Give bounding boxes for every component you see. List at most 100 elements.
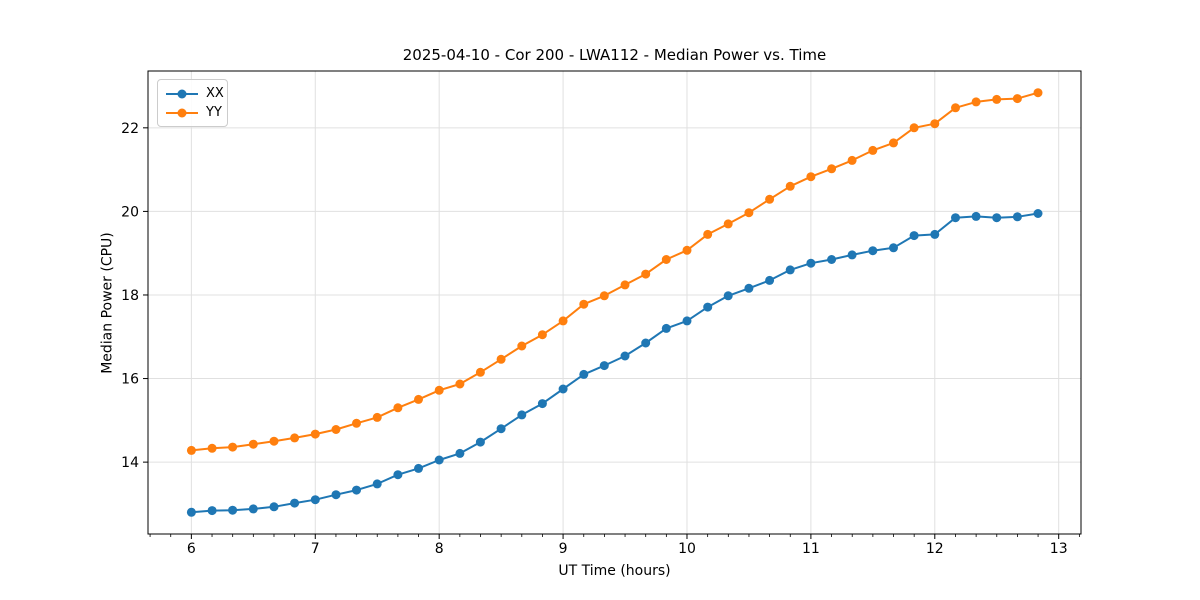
y-tick-label: 14 — [121, 455, 139, 471]
data-point-yy — [269, 436, 279, 446]
data-point-yy — [290, 433, 300, 443]
data-point-xx — [579, 369, 589, 379]
x-tick-label: 6 — [187, 541, 196, 557]
data-point-xx — [1033, 209, 1043, 218]
data-point-xx — [496, 424, 506, 434]
data-point-xx — [414, 463, 423, 473]
data-point-yy — [186, 445, 196, 455]
data-point-yy — [847, 155, 857, 165]
data-point-xx — [290, 498, 300, 508]
y-tick-label: 18 — [121, 288, 139, 304]
data-point-yy — [992, 94, 1002, 104]
data-point-yy — [765, 194, 775, 204]
data-point-xx — [641, 338, 651, 348]
data-point-yy — [331, 425, 341, 434]
data-point-yy — [930, 119, 940, 129]
y-tick-label: 20 — [121, 204, 139, 220]
series-line-xx — [190, 212, 1039, 514]
data-point-yy — [703, 229, 713, 239]
data-point-xx — [909, 231, 919, 241]
data-point-yy — [414, 394, 423, 404]
data-point-yy — [744, 208, 754, 218]
data-point-xx — [475, 437, 485, 447]
data-point-yy — [207, 443, 217, 453]
data-point-xx — [806, 258, 816, 268]
legend-entry-xx: XX — [165, 84, 224, 103]
data-point-xx — [971, 211, 981, 221]
chart-title: 2025-04-10 - Cor 200 - LWA112 - Median P… — [402, 46, 827, 64]
data-point-yy — [248, 439, 258, 449]
data-point-yy — [455, 379, 465, 389]
data-point-xx — [1012, 212, 1022, 222]
data-point-yy — [372, 412, 382, 422]
data-point-yy — [393, 403, 403, 413]
legend-line-marker-icon — [166, 108, 198, 117]
data-point-xx — [827, 255, 837, 264]
data-point-yy — [475, 367, 485, 377]
x-tick-label: 13 — [1050, 541, 1068, 557]
data-point-yy — [558, 316, 568, 326]
y-tick-label: 22 — [121, 121, 139, 137]
data-point-xx — [455, 448, 465, 458]
data-point-yy — [971, 97, 981, 107]
data-point-xx — [992, 213, 1002, 223]
data-point-yy — [599, 291, 609, 301]
data-point-xx — [868, 246, 878, 256]
data-point-xx — [372, 479, 382, 489]
data-point-xx — [331, 490, 341, 500]
data-point-xx — [228, 505, 238, 515]
data-point-yy — [537, 330, 547, 340]
data-point-yy — [579, 299, 589, 309]
data-point-xx — [620, 351, 630, 361]
data-point-xx — [951, 213, 960, 223]
data-point-xx — [723, 291, 733, 301]
series-line-yy — [190, 91, 1039, 452]
x-tick-label: 10 — [678, 541, 696, 557]
data-point-xx — [703, 302, 713, 312]
data-point-xx — [186, 507, 196, 517]
legend: XX YY — [157, 79, 228, 127]
data-point-yy — [228, 442, 238, 452]
data-point-yy — [1012, 94, 1022, 104]
x-tick-label: 8 — [435, 541, 444, 557]
data-point-xx — [352, 485, 361, 495]
data-point-xx — [269, 502, 279, 512]
data-point-xx — [682, 316, 692, 326]
data-point-yy — [951, 103, 960, 113]
data-point-yy — [310, 429, 320, 439]
data-point-xx — [517, 410, 527, 420]
data-point-xx — [765, 275, 775, 285]
data-point-yy — [517, 341, 527, 351]
legend-line-marker-icon — [166, 89, 198, 98]
data-point-yy — [909, 123, 919, 133]
data-point-xx — [889, 243, 898, 253]
data-point-xx — [310, 495, 320, 505]
data-point-xx — [393, 470, 403, 480]
x-axis-label: UT Time (hours) — [558, 563, 671, 579]
data-point-yy — [806, 172, 816, 182]
legend-entry-yy: YY — [165, 103, 222, 122]
data-point-xx — [599, 361, 609, 371]
data-point-yy — [682, 245, 692, 255]
data-point-yy — [1033, 88, 1043, 98]
data-point-xx — [558, 384, 568, 394]
data-point-yy — [827, 164, 837, 174]
data-point-xx — [847, 250, 857, 260]
y-axis-label: Median Power (CPU) — [99, 232, 116, 374]
data-point-xx — [930, 229, 940, 239]
data-point-xx — [785, 265, 795, 275]
data-point-yy — [723, 219, 733, 229]
data-point-xx — [207, 506, 217, 516]
data-point-xx — [537, 399, 547, 409]
data-point-yy — [889, 138, 898, 148]
x-tick-label: 12 — [926, 541, 944, 557]
data-point-xx — [744, 283, 754, 293]
data-point-yy — [352, 418, 361, 428]
data-point-yy — [620, 280, 630, 290]
data-point-xx — [661, 323, 671, 333]
x-tick-label: 9 — [559, 541, 568, 557]
y-tick-label: 16 — [121, 372, 139, 388]
data-point-yy — [661, 255, 671, 264]
data-point-yy — [641, 269, 651, 279]
